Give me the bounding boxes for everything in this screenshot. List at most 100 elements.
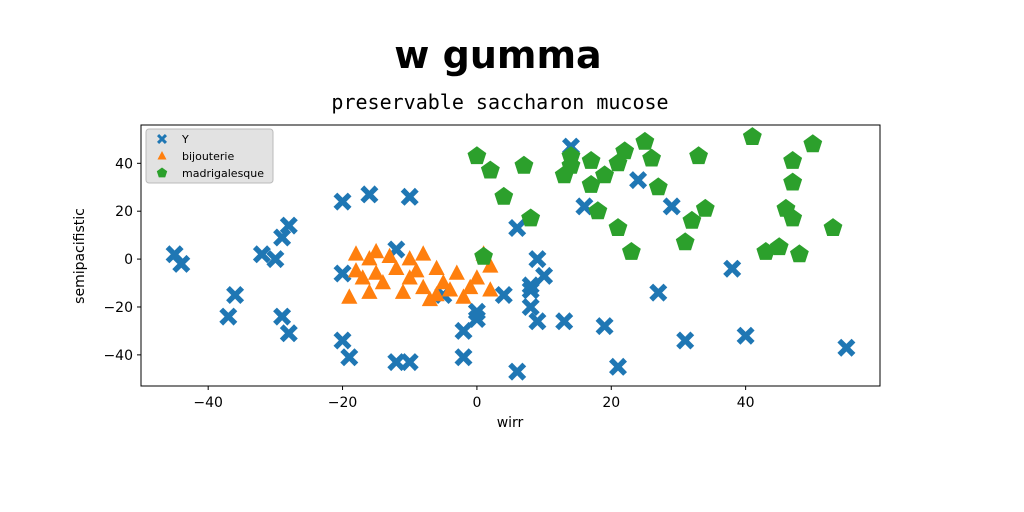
data-point [629,171,648,190]
data-point [333,192,352,211]
data-point [474,246,493,265]
legend-marker [156,167,168,178]
data-point [783,151,803,169]
data-point [360,185,379,204]
data-point [368,242,385,259]
data-point [689,146,708,165]
x-tick-label: 20 [602,395,620,411]
data-point [354,269,371,285]
data-point [219,307,238,326]
data-point [535,266,554,285]
data-points [165,127,856,381]
legend-marker [157,151,167,160]
data-point [273,307,292,326]
data-point [400,353,419,372]
data-point [340,348,359,367]
legend-label: Y [181,133,189,146]
data-point [790,244,809,263]
data-point [279,324,298,343]
data-point [581,151,601,169]
data-point [581,175,601,193]
y-tick-label: −40 [103,348,133,364]
data-point [400,187,419,206]
x-axis-ticks: −40 −20 0 20 40 [193,386,755,411]
data-point [695,198,715,217]
data-point [783,208,803,227]
data-point [341,288,358,304]
data-point [333,331,352,350]
data-point [649,283,668,302]
data-point [642,148,661,167]
x-tick-label: −40 [193,395,223,411]
data-point [662,197,681,216]
data-point [595,317,614,336]
data-point [266,250,285,269]
data-point [615,141,635,160]
data-point [441,281,459,297]
data-point [172,254,191,273]
data-point [521,276,540,295]
chart-title: w gumma [394,33,601,77]
x-tick-label: 40 [737,395,755,411]
legend-label: bijouterie [182,150,234,163]
data-point [467,146,487,165]
data-point [783,172,803,191]
data-point [508,362,527,381]
data-point [494,286,513,304]
data-point [521,298,540,316]
series-bijouterie [341,242,499,307]
data-point [803,134,823,153]
data-point [508,219,527,237]
data-point [448,264,465,280]
series-madrigalesque [467,127,843,265]
data-point [401,250,418,266]
data-point [415,245,432,261]
x-axis-label: wirr [497,415,524,431]
data-point [736,326,755,345]
data-point [388,259,405,275]
legend-box [145,128,274,184]
data-point [528,312,547,331]
data-point [387,353,406,372]
data-point [555,312,574,331]
data-point [575,197,594,216]
data-point [428,259,445,275]
data-point [676,331,695,350]
data-point [622,242,641,260]
data-point [675,232,695,251]
data-point [462,278,479,295]
data-point [823,218,843,236]
data-point [428,286,445,302]
chart-subtitle: preservable saccharon mucose [331,90,668,114]
data-point [435,274,452,290]
data-point [347,262,365,278]
legend-label: madrigalesque [182,167,264,180]
data-point [609,357,627,376]
y-tick-label: 0 [124,252,133,268]
data-point [514,155,534,174]
y-tick-label: 20 [115,204,133,220]
data-point [252,245,271,264]
y-tick-label: −20 [103,300,133,316]
data-point [273,228,292,247]
data-point [648,177,668,196]
data-point [756,242,776,260]
data-point [608,218,628,236]
data-point [374,274,391,290]
data-point [482,281,499,297]
data-point [521,281,540,300]
data-point [415,278,432,295]
data-point [588,201,608,220]
data-point [635,131,655,150]
data-point [455,288,472,304]
y-axis-ticks: −40 −20 0 20 40 [103,156,141,364]
data-point [494,186,514,205]
y-tick-label: 40 [115,156,133,172]
data-point [837,338,856,357]
data-point [454,348,473,367]
data-point [742,127,762,145]
data-point [480,160,500,179]
data-point [561,155,581,174]
